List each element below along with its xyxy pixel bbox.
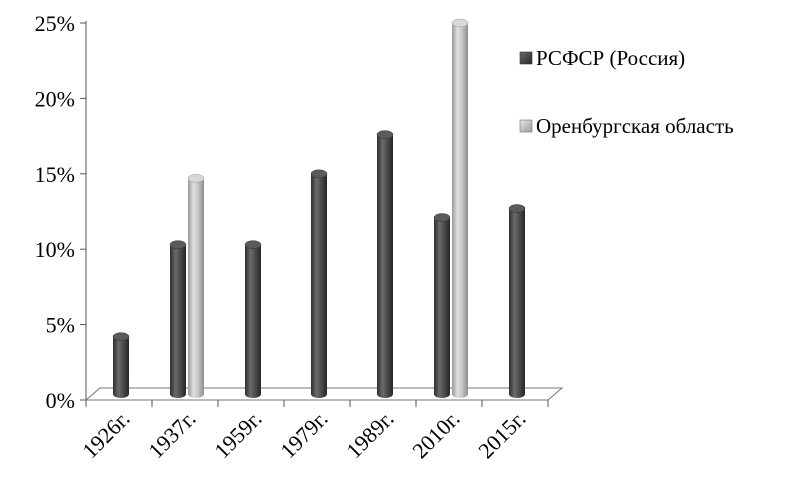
x-tick-label: 2010г.	[407, 406, 464, 463]
y-tick-label: 15%	[35, 162, 75, 187]
x-tick-label: 1926г.	[77, 406, 134, 463]
bar-0-1	[169, 240, 187, 398]
bar-0-2	[244, 240, 262, 398]
bar-1-5	[451, 18, 469, 398]
bars	[112, 18, 526, 399]
x-tick-label: 1979г.	[275, 406, 332, 463]
bar-0-5	[433, 213, 451, 398]
x-tick-label: 2015г.	[473, 406, 530, 463]
bar-0-0	[112, 332, 130, 398]
y-axis-ticks: 0% 5% 10% 15% 20% 25%	[35, 11, 86, 413]
bar-1-1	[187, 174, 205, 398]
y-tick-label: 25%	[35, 11, 75, 36]
y-tick-label: 5%	[46, 313, 75, 338]
bar-0-4	[376, 130, 394, 399]
bar-0-6	[508, 204, 526, 398]
x-axis-ticks: 1926г. 1937г. 1959г. 1979г. 1989г. 2010г. 2015…	[77, 400, 549, 463]
x-tick-label: 1959г.	[209, 406, 266, 463]
x-tick-label: 1989г.	[341, 406, 398, 463]
legend-item-0: РСФСР (Россия)	[519, 46, 685, 70]
legend-item-1: Оренбургская область	[519, 114, 734, 138]
bar-0-3	[310, 169, 328, 398]
x-tick-label: 1937г.	[143, 406, 200, 463]
legend-swatch-0	[519, 51, 533, 65]
legend-label-0: РСФСР (Россия)	[536, 46, 685, 70]
y-tick-label: 20%	[35, 86, 75, 111]
y-tick-label: 10%	[35, 237, 75, 262]
legend: РСФСР (Россия) Оренбургская область	[519, 46, 734, 138]
legend-label-1: Оренбургская область	[536, 114, 734, 138]
legend-swatch-1	[519, 119, 533, 133]
y-tick-label: 0%	[46, 388, 75, 413]
